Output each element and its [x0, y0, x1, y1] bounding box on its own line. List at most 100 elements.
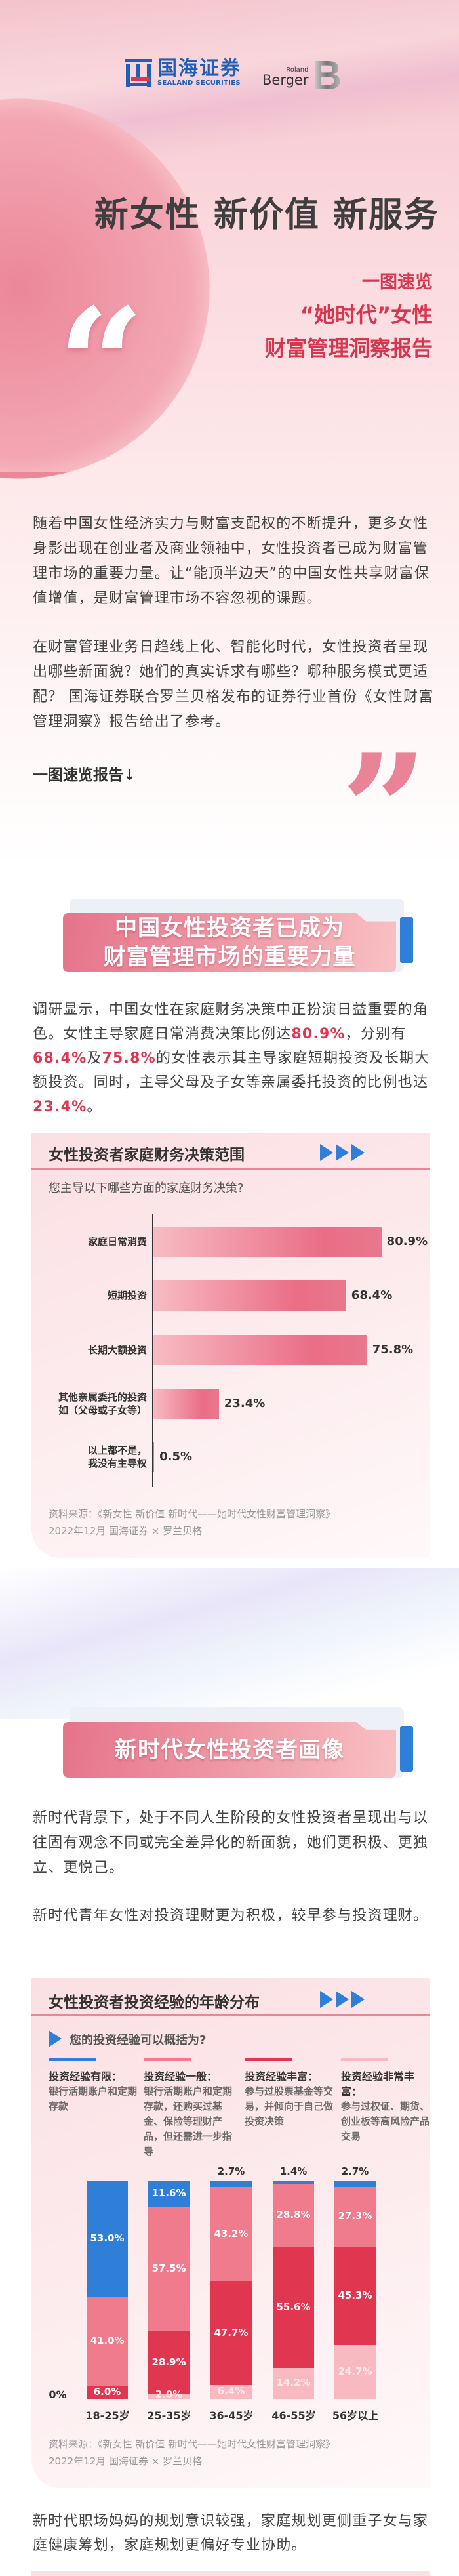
stacked-bar-segment	[334, 2181, 376, 2187]
bar-category-label: 其他亲属委托的投资 如（父母或子女等）	[22, 1391, 147, 1417]
x-category-label: 46-55岁	[271, 2409, 316, 2422]
subtitle-line-1: 一图速览	[362, 272, 433, 293]
segment-value-label: 55.6%	[276, 2300, 311, 2313]
chart-axis	[152, 1214, 153, 1487]
bar-value-label: 0.5%	[159, 1450, 193, 1463]
legend-title: 投资经验丰富：	[245, 2070, 319, 2083]
bar-value-label: 68.4%	[351, 1288, 393, 1302]
background-fade	[0, 472, 459, 866]
sealand-securities-logo: 国海证券 SEALAND SECURITIES	[125, 58, 241, 87]
stacked-bar-segment	[273, 2247, 314, 2368]
segment-value-label: 53.0%	[90, 2232, 125, 2244]
stacked-bar-segment	[273, 2184, 314, 2247]
section2-paragraph-2: 新时代青年女性对投资理财更为积极，较早参与投资理财。	[33, 1908, 429, 1924]
text: 及	[87, 1050, 102, 1067]
segment-value-label: 27.3%	[338, 2210, 372, 2222]
stacked-bar-segment	[210, 2181, 252, 2187]
stacked-bar-segment	[273, 2367, 314, 2399]
rb-big: Berger	[262, 72, 309, 88]
segment-value-label: 28.9%	[151, 2356, 186, 2369]
source-line-1: 资料来源：《新女性 新价值 新时代——她时代女性财富管理洞察》	[49, 2438, 336, 2450]
segment-value-label: 43.2%	[214, 2227, 249, 2239]
chart-title: 女性投资者投资经验的年龄分布	[49, 1994, 260, 2011]
bar-value-label: 80.9%	[386, 1235, 428, 1248]
bar-category-label: 短期投资	[22, 1289, 147, 1302]
category-label-line: 如（父母或子女等）	[58, 1404, 147, 1416]
intro-paragraph-2: 在财富管理业务日趋线上化、智能化时代，女性投资者呈现出哪些新面貌？她们的真实诉求…	[33, 639, 434, 730]
category-label-line: 以上都不是，	[87, 1444, 147, 1456]
highlight-value: 68.4%	[33, 1050, 87, 1067]
open-quote-icon: “	[58, 276, 145, 453]
stacked-bar-segment	[210, 2384, 252, 2399]
section2-paragraph-3: 新时代职场妈妈的规划意识较强，家庭规划更侧重子女与家庭健康筹划，家庭规划更偏好专…	[33, 2513, 429, 2554]
legend-swatch	[341, 2058, 388, 2061]
banner-line-1: 中国女性投资者已成为	[115, 915, 344, 941]
subtitle-line-2: “她时代”女性	[300, 302, 433, 327]
x-category-label: 25-35岁	[147, 2409, 191, 2422]
bar-category-label: 长期大额投资	[22, 1343, 147, 1357]
highlight-value: 23.4%	[33, 1099, 87, 1115]
section2-paragraph-1: 新时代背景下，处于不同人生阶段的女性投资者呈现出与以往固有观念不同或完全差异化的…	[33, 1810, 429, 1876]
roland-berger-logo: Roland Berger B	[262, 56, 342, 96]
legend-description: 参与过权证、期货、创业板等高风险产品交易	[341, 2100, 430, 2142]
subtitle-line-3: 财富管理洞察报告	[264, 336, 433, 361]
chart-card-experience-age: 女性投资者投资经验的年龄分布 您的投资经验可以概括为? 资料来源：《新女性 新价…	[31, 1978, 430, 2488]
segment-value-label: 57.5%	[151, 2262, 186, 2274]
stacked-bar-segment	[273, 2181, 314, 2184]
legend-swatch	[144, 2058, 191, 2061]
stacked-bar-segment	[210, 2281, 252, 2385]
segment-value-label: 41.0%	[90, 2335, 125, 2347]
text: 。	[87, 1099, 102, 1115]
segment-value-label: 11.6%	[151, 2187, 186, 2199]
rb-small: Roland	[286, 66, 309, 73]
close-quote-icon: ”	[341, 722, 428, 899]
segment-value-label: 2.7%	[217, 2165, 245, 2177]
section-banner-1: 中国女性投资者已成为 财富管理市场的重要力量	[63, 899, 413, 972]
segment-value-label: 6.4%	[217, 2385, 245, 2398]
stacked-bar-segment	[334, 2186, 376, 2247]
legend-description: 参与过股票基金等交易，并倾向于自己做投资决策	[245, 2085, 334, 2127]
divider	[31, 2014, 430, 2016]
sealand-mark-icon	[125, 58, 152, 87]
stacked-bar-segment	[148, 2394, 190, 2399]
decorative-wave	[0, 1568, 459, 1719]
hero-banner	[0, 0, 459, 472]
chart-title: 女性投资者家庭财务决策范围	[49, 1147, 245, 1164]
next-card-edge	[31, 2571, 430, 2576]
segment-value-label: 14.2%	[276, 2377, 311, 2389]
category-label-line: 我没有主导权	[87, 1458, 147, 1469]
divider	[31, 1168, 430, 1170]
source-line-2: 2022年12月 国海证券 × 罗兰贝格	[49, 1525, 203, 1537]
segment-value-label: 45.3%	[338, 2289, 372, 2301]
bar-category-label: 以上都不是， 我没有主导权	[22, 1444, 147, 1470]
stacked-bar-segment	[334, 2344, 376, 2399]
sealand-name-en: SEALAND SECURITIES	[157, 79, 241, 87]
segment-value-label: 2.7%	[341, 2165, 369, 2177]
legend-swatch	[49, 2058, 96, 2061]
bar-category-label: 家庭日常消费	[22, 1235, 147, 1248]
lead-text: 一图速览报告↓	[33, 767, 136, 784]
sealand-name: 国海证券	[157, 56, 241, 80]
bar	[153, 1442, 155, 1472]
text: 的女性表示其主导家庭短期投资及长期大额投资。同时，主导父母及子女等亲属委托投资的…	[33, 1050, 430, 1091]
legend-item: 投资经验有限： 银行活期账户和定期存款	[49, 2058, 137, 2114]
text: ，分别有	[345, 1026, 407, 1042]
bar	[153, 1280, 346, 1311]
source-line-2: 2022年12月 国海证券 × 罗兰贝格	[49, 2455, 203, 2467]
x-category-label: 18-25岁	[85, 2409, 130, 2422]
play-arrow-icon	[49, 2030, 62, 2047]
bar	[153, 1227, 382, 1257]
segment-value-label: 24.7%	[338, 2365, 372, 2377]
section1-paragraph: 调研显示，中国女性在家庭财务决策中正扮演日益重要的角色。女性主导家庭日常消费决策…	[33, 998, 439, 1119]
segment-value-label: 2.0%	[155, 2388, 183, 2400]
page-title: 新女性 新价值 新服务	[94, 195, 439, 235]
legend-description: 银行活期账户和定期存款	[49, 2085, 138, 2112]
legend-title: 投资经验一般：	[144, 2070, 218, 2083]
bar	[153, 1335, 367, 1365]
text: 调研显示，中国女性在家庭财务决策中正扮演日益重要的角色。女性主导家庭日常消费决策…	[33, 1002, 429, 1042]
triple-arrow-icon	[320, 1144, 365, 1161]
category-label-line: 其他亲属委托的投资	[58, 1391, 147, 1403]
bar-value-label: 23.4%	[224, 1397, 266, 1410]
bar	[153, 1389, 219, 1419]
stacked-bar-segment	[210, 2186, 252, 2281]
